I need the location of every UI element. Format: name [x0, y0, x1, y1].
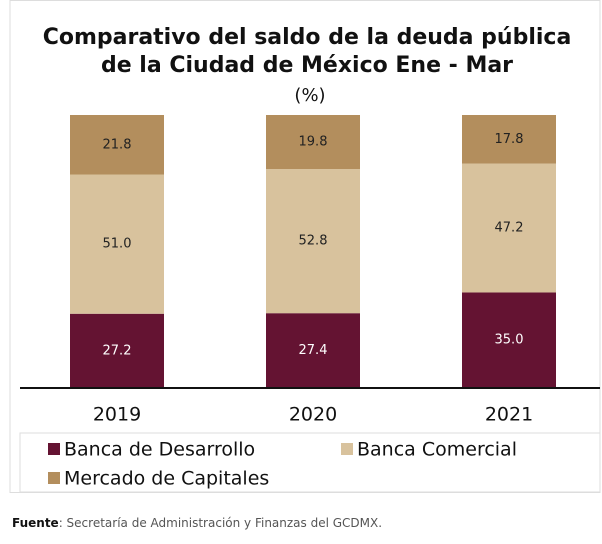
data-label: 51.0: [103, 237, 132, 252]
data-label: 21.8: [103, 137, 132, 152]
chart-title: de la Ciudad de México Ene - Mar: [101, 53, 513, 78]
legend-swatch: [341, 443, 353, 455]
x-tick-label: 2020: [289, 404, 337, 426]
legend-label: Banca de Desarrollo: [64, 439, 255, 461]
data-label: 27.2: [103, 343, 132, 358]
data-label: 27.4: [299, 343, 328, 358]
bar-segment: [70, 115, 164, 175]
chart-title: Comparativo del saldo de la deuda públic…: [43, 25, 572, 50]
x-tick-label: 2021: [485, 404, 533, 426]
legend-frame: [19, 432, 601, 493]
source: Fuente: Secretaría de Administración y F…: [12, 516, 382, 530]
source-label: Fuente: [12, 516, 59, 530]
data-label: 17.8: [495, 132, 524, 147]
legend-label: Mercado de Capitales: [64, 468, 269, 490]
data-label: 19.8: [299, 135, 328, 150]
bar-segment: [266, 115, 360, 170]
data-label: 52.8: [299, 234, 328, 249]
chart-subtitle: (%): [294, 85, 325, 106]
bar-segment: [462, 115, 556, 164]
legend-label: Banca Comercial: [357, 439, 517, 461]
bar-segment: [266, 313, 360, 388]
bar-segment: [462, 292, 556, 388]
x-tick-label: 2019: [93, 404, 141, 426]
bar-segment: [70, 313, 164, 388]
bar-segment: [266, 169, 360, 314]
legend-swatch: [48, 443, 60, 455]
bar-segment: [70, 174, 164, 314]
data-label: 35.0: [495, 333, 524, 348]
bar-segment: [462, 163, 556, 293]
source-text: : Secretaría de Administración y Finanza…: [59, 516, 382, 530]
data-label: 47.2: [495, 221, 524, 236]
legend-swatch: [48, 472, 60, 484]
